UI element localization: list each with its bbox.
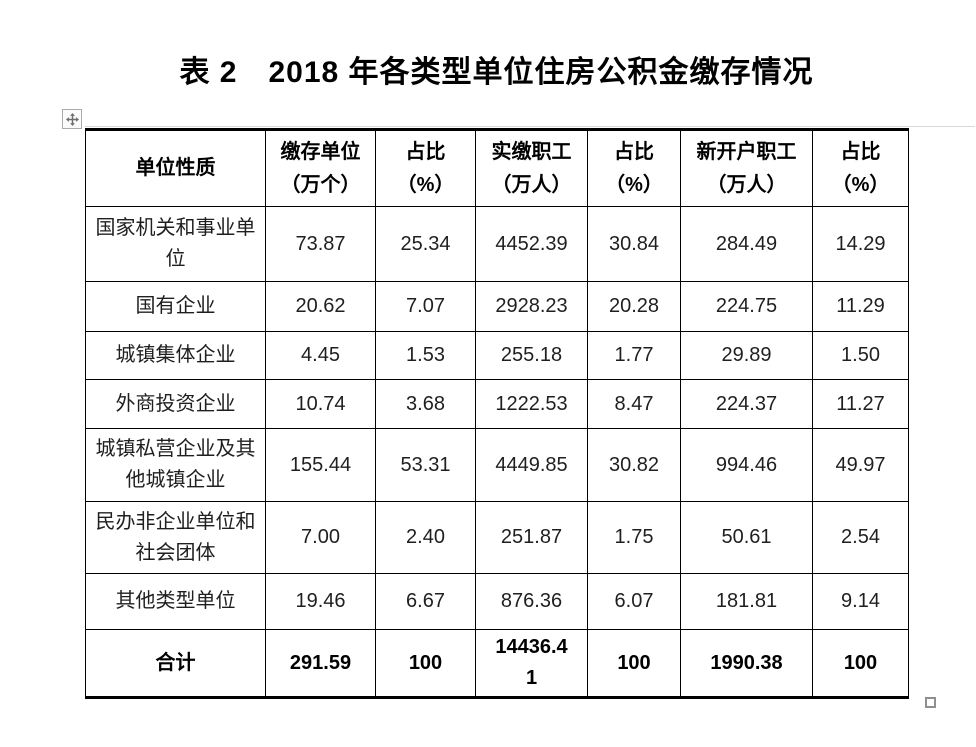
column-header: 占比 （%） [375,129,476,207]
header-line: （%） [605,173,663,196]
table-cell: 4452.39 [475,206,588,282]
table-cell: 2.40 [375,501,476,574]
row-label: 其他类型单位 [85,573,266,630]
column-header: 新开户职工 （万人） [680,129,813,207]
column-header: 占比 （%） [812,129,909,207]
table-cell: 1.77 [587,331,681,380]
table-cell: 4.45 [265,331,376,380]
header-line: 占比 [614,140,654,163]
header-line: 占比 [405,140,446,163]
total-row: 合计 291.59 100 14436.41 100 1990.38 100 [85,629,909,698]
table-cell: 100 [587,629,681,698]
table-cell: 224.75 [680,281,813,332]
row-label: 城镇私营企业及其他城镇企业 [85,428,266,502]
table-row: 国有企业 20.62 7.07 2928.23 20.28 224.75 11.… [85,281,909,332]
table-cell: 2928.23 [475,281,588,332]
row-label: 外商投资企业 [85,379,266,429]
table-cell: 20.62 [265,281,376,332]
text-boundary-line [85,126,975,127]
table-cell: 14436.41 [475,629,588,698]
table-cell: 255.18 [475,331,588,380]
header-line: （万个） [280,173,361,196]
table-title: 表 2 2018 年各类型单位住房公积金缴存情况 [179,56,814,89]
table-cell: 49.97 [812,428,909,502]
table-cell: 29.89 [680,331,813,380]
table-row: 城镇集体企业 4.45 1.53 255.18 1.77 29.89 1.50 [85,331,909,380]
table-cell: 100 [812,629,909,698]
table-cell: 20.28 [587,281,681,332]
row-label: 民办非企业单位和社会团体 [85,501,266,574]
table-cell: 876.36 [475,573,588,630]
table-cell: 10.74 [265,379,376,429]
row-label: 国有企业 [85,281,266,332]
table-cell: 25.34 [375,206,476,282]
table-cell: 1.75 [587,501,681,574]
table-cell: 11.29 [812,281,909,332]
column-header: 占比 （%） [587,129,681,207]
header-line: 实缴职工 [491,140,572,163]
table-cell: 1222.53 [475,379,588,429]
table-cell: 1990.38 [680,629,813,698]
table-cell: 2.54 [812,501,909,574]
table-cell: 3.68 [375,379,476,429]
header-line: 缴存单位 [280,140,361,163]
header-line: （万人） [706,173,787,196]
table-cell: 14.29 [812,206,909,282]
table-cell: 30.82 [587,428,681,502]
table-cell: 73.87 [265,206,376,282]
header-row: 单位性质 缴存单位 （万个） 占比 （%） 实缴职工 （万人） 占比 （%） 新… [85,129,909,207]
table-row: 外商投资企业 10.74 3.68 1222.53 8.47 224.37 11… [85,379,909,429]
table-resize-handle[interactable] [925,697,936,708]
header-line: （万人） [491,173,572,196]
table-cell: 224.37 [680,379,813,429]
table-move-handle[interactable] [62,109,82,129]
table-cell-wrapped-value: 14436.41 [495,636,568,689]
table-cell: 50.61 [680,501,813,574]
table-cell: 6.07 [587,573,681,630]
table-cell: 100 [375,629,476,698]
table-row: 其他类型单位 19.46 6.67 876.36 6.07 181.81 9.1… [85,573,909,630]
table-cell: 4449.85 [475,428,588,502]
table-row: 城镇私营企业及其他城镇企业 155.44 53.31 4449.85 30.82… [85,428,909,502]
table-cell: 30.84 [587,206,681,282]
column-header: 单位性质 [85,129,266,207]
table-cell: 11.27 [812,379,909,429]
table-cell: 994.46 [680,428,813,502]
header-line: （%） [831,173,890,196]
table-cell: 9.14 [812,573,909,630]
table-cell: 155.44 [265,428,376,502]
data-table: 单位性质 缴存单位 （万个） 占比 （%） 实缴职工 （万人） 占比 （%） 新… [85,128,909,699]
header-line: （%） [396,173,455,196]
row-label: 国家机关和事业单位 [85,206,266,282]
table-cell: 181.81 [680,573,813,630]
table-cell: 1.50 [812,331,909,380]
column-header: 实缴职工 （万人） [475,129,588,207]
table-row: 民办非企业单位和社会团体 7.00 2.40 251.87 1.75 50.61… [85,501,909,574]
table-cell: 1.53 [375,331,476,380]
header-line: 新开户职工 [696,140,797,163]
table-cell: 19.46 [265,573,376,630]
table-row: 国家机关和事业单位 73.87 25.34 4452.39 30.84 284.… [85,206,909,282]
header-line: 单位性质 [135,157,216,179]
table-cell: 7.00 [265,501,376,574]
table-cell: 284.49 [680,206,813,282]
table-cell: 7.07 [375,281,476,332]
table-cell: 53.31 [375,428,476,502]
table-cell: 8.47 [587,379,681,429]
table-cell: 6.67 [375,573,476,630]
row-label: 城镇集体企业 [85,331,266,380]
header-line: 占比 [840,140,881,163]
table-cell: 251.87 [475,501,588,574]
column-header: 缴存单位 （万个） [265,129,376,207]
row-label: 合计 [85,629,266,698]
table-cell: 291.59 [265,629,376,698]
move-cross-icon [65,112,79,126]
